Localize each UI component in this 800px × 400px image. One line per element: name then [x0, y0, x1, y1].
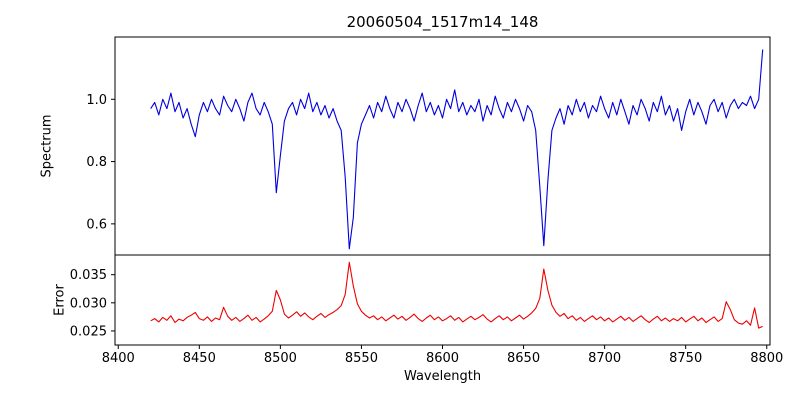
- xtick-label: 8550: [345, 351, 378, 366]
- spectrum-ytick-label: 0.6: [86, 217, 107, 232]
- spectrum-ytick-label: 0.8: [86, 155, 107, 170]
- error-ytick-label: 0.025: [70, 324, 107, 339]
- spectrum-ytick-label: 1.0: [86, 93, 107, 108]
- spectrum-axis-label: Spectrum: [39, 114, 55, 178]
- error-frame: [114, 254, 771, 346]
- chart-title: 20060504_1517m14_148: [346, 13, 539, 31]
- error-axis-label: Error: [52, 284, 68, 316]
- error-ytick-label: 0.035: [70, 268, 107, 283]
- xtick-label: 8450: [183, 351, 216, 366]
- spectrum-line: [150, 49, 764, 250]
- error-line: [150, 261, 763, 329]
- x-axis-label: Wavelength: [403, 369, 482, 384]
- xtick-label: 8700: [588, 351, 621, 366]
- spectrum-frame: [114, 36, 771, 256]
- xtick-label: 8750: [669, 351, 702, 366]
- xtick-label: 8500: [264, 351, 297, 366]
- xtick-label: 8600: [426, 351, 459, 366]
- error-ytick-label: 0.030: [70, 296, 107, 311]
- xtick-label: 8800: [750, 351, 783, 366]
- xtick-label: 8400: [102, 351, 135, 366]
- xtick-label: 8650: [507, 351, 540, 366]
